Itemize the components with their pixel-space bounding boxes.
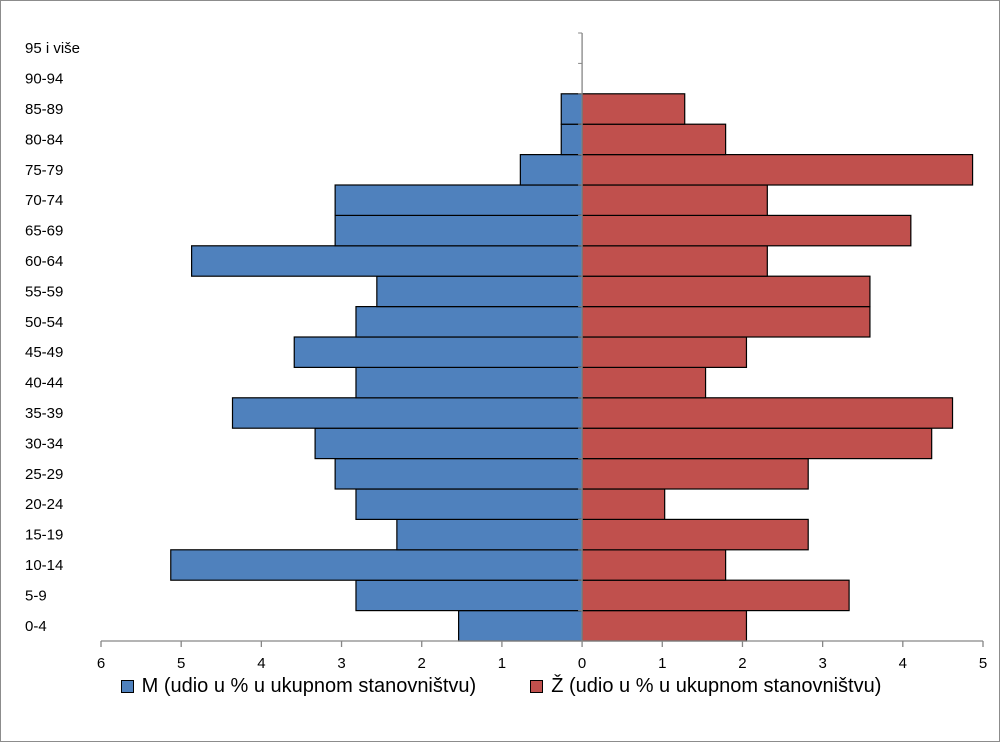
category-label: 10-14 [25, 557, 63, 574]
bar-female-75-79 [581, 154, 974, 186]
bar-female-0-4 [581, 609, 748, 642]
category-label: 70-74 [25, 192, 63, 209]
x-tick-label: 6 [97, 655, 105, 669]
bar-male-85-89 [560, 93, 583, 125]
bar-male-20-24 [355, 488, 583, 520]
bar-female-85-89 [581, 93, 686, 125]
legend-swatch-female [530, 679, 544, 693]
chart-legend: M (udio u % u ukupnom stanovništvu) Ž (u… [1, 669, 1000, 703]
bar-female-60-64 [581, 245, 768, 277]
bar-female-30-34 [581, 427, 933, 460]
x-tick-label: 2 [418, 655, 426, 669]
x-tick-label: 3 [337, 655, 345, 669]
bar-male-65-69 [334, 214, 583, 247]
x-tick-label: 2 [738, 655, 746, 669]
bar-male-70-74 [334, 184, 583, 216]
bar-male-30-34 [314, 427, 583, 460]
category-label: 85-89 [25, 101, 63, 118]
bar-female-5-9 [581, 579, 850, 612]
bar-female-25-29 [581, 458, 809, 490]
category-label: 40-44 [25, 375, 63, 392]
category-label: 75-79 [25, 162, 63, 179]
x-tick-label: 1 [658, 655, 666, 669]
category-label: 55-59 [25, 283, 63, 300]
bar-female-50-54 [581, 306, 871, 338]
bar-male-45-49 [293, 336, 583, 368]
bar-male-75-79 [519, 154, 583, 186]
category-label: 45-49 [25, 344, 63, 361]
bar-female-80-84 [581, 123, 727, 156]
bar-male-5-9 [355, 579, 583, 612]
x-tick-label: 5 [979, 655, 987, 669]
bar-male-60-64 [191, 245, 583, 277]
bar-female-35-39 [581, 397, 954, 429]
category-label: 15-19 [25, 527, 63, 544]
category-label: 65-69 [25, 223, 63, 240]
category-label: 20-24 [25, 496, 63, 513]
bar-female-65-69 [581, 214, 912, 247]
x-tick-label: 5 [177, 655, 185, 669]
x-tick-label: 3 [818, 655, 826, 669]
category-label: 50-54 [25, 314, 63, 331]
bar-female-40-44 [581, 366, 707, 399]
category-label: 0-4 [25, 618, 47, 635]
x-tick-label: 4 [899, 655, 907, 669]
category-label: 90-94 [25, 71, 63, 88]
legend-label-male: M (udio u % u ukupnom stanovništvu) [141, 674, 477, 697]
bar-female-55-59 [581, 275, 871, 308]
legend-swatch-male [120, 679, 134, 693]
category-label: 80-84 [25, 131, 63, 148]
bar-male-50-54 [355, 306, 583, 338]
category-label: 25-29 [25, 466, 63, 483]
bar-male-55-59 [376, 275, 583, 308]
legend-item-male: M (udio u % u ukupnom stanovništvu) [120, 674, 477, 698]
bar-female-15-19 [581, 518, 809, 551]
bar-male-40-44 [355, 366, 583, 399]
bar-male-0-4 [458, 609, 583, 642]
category-label: 95 i više [25, 40, 80, 57]
legend-label-female: Ž (udio u % u ukupnom stanovništvu) [551, 674, 882, 697]
population-pyramid-chart: 0-4 5-9 10-14 15-19 20-24 25-29 30-34 35-39 40-4… [25, 32, 987, 669]
bar-male-35-39 [231, 397, 583, 429]
category-label: 5-9 [25, 587, 47, 604]
bar-female-10-14 [581, 549, 727, 581]
bar-female-20-24 [581, 488, 666, 520]
bar-male-80-84 [560, 123, 583, 156]
bar-male-25-29 [334, 458, 583, 490]
category-label: 35-39 [25, 405, 63, 422]
legend-item-female: Ž (udio u % u ukupnom stanovništvu) [530, 675, 881, 698]
bar-male-10-14 [170, 549, 583, 581]
bar-female-70-74 [581, 184, 768, 216]
category-label: 30-34 [25, 435, 63, 452]
x-tick-label: 1 [498, 655, 506, 669]
category-label: 60-64 [25, 253, 63, 270]
bar-male-15-19 [396, 518, 583, 551]
bar-female-45-49 [581, 336, 748, 368]
x-tick-label: 0 [578, 655, 586, 669]
x-tick-label: 4 [257, 655, 265, 669]
